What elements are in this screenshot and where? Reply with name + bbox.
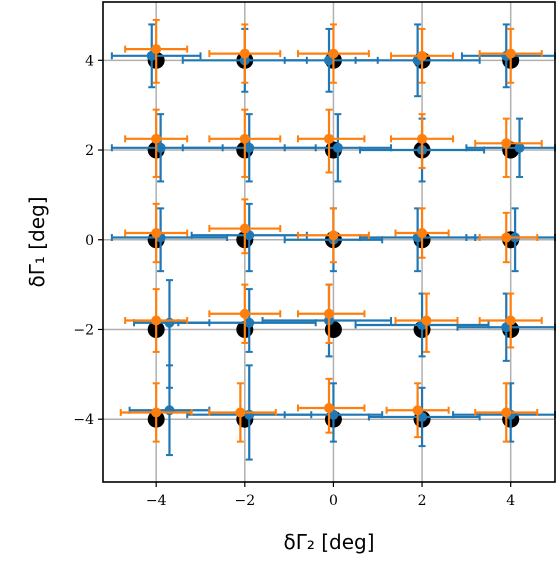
orange-errorbar [394, 207, 450, 259]
tick-layer: −4 −2 0 2 4 −4 −2 0 2 4 [73, 53, 515, 509]
orange-point [151, 44, 162, 55]
x-tick-label: 4 [506, 493, 515, 509]
orange-point [501, 407, 512, 418]
orange-errorbar [124, 288, 189, 353]
orange-point [412, 405, 423, 416]
orange-point [324, 308, 334, 319]
orange-point [239, 223, 250, 234]
y-tick-label: 2 [85, 143, 94, 159]
x-tick-label: 2 [418, 493, 427, 509]
orange-point [505, 48, 516, 59]
orange-point [417, 228, 428, 239]
orange-errorbar [478, 27, 543, 84]
plot-frame [102, 1, 556, 483]
orange-point [417, 133, 428, 144]
orange-point [151, 228, 162, 239]
orange-errorbar [390, 27, 455, 84]
orange-point [324, 133, 334, 144]
orange-errorbar [385, 382, 450, 439]
blue-point [332, 142, 343, 153]
orange-errorbar [296, 377, 366, 434]
blue-errorbar [261, 283, 393, 358]
blue-point [514, 142, 525, 153]
orange-point [501, 232, 512, 243]
orange-point [328, 48, 339, 59]
orange-point [151, 407, 162, 418]
orange-point [235, 407, 246, 418]
y-tick-label: 4 [85, 53, 94, 69]
blue-point [244, 317, 255, 328]
blue-point [244, 142, 255, 153]
blue-errorbar [354, 292, 490, 358]
orange-errorbar [124, 202, 189, 264]
blue-point [164, 317, 175, 328]
y-tick-label: 0 [85, 233, 94, 249]
blue-errorbar [128, 364, 211, 457]
y-tick-label: −2 [73, 322, 94, 338]
orange-errorbar [296, 108, 366, 174]
y-axis-label: δΓ₁ [deg] [25, 196, 49, 287]
blue-errorbar [465, 117, 556, 178]
orange-errorbar [208, 382, 277, 443]
orange-point [328, 230, 339, 241]
blue-errorbar [367, 386, 481, 448]
orange-errorbar [394, 292, 459, 353]
orange-errorbar [296, 207, 370, 264]
blue-point [244, 409, 255, 420]
orange-point [239, 48, 250, 59]
orange-errorbar [208, 23, 282, 84]
plot-layer [110, 18, 556, 461]
orange-errorbar [124, 108, 189, 178]
orange-point [151, 133, 162, 144]
orange-point [151, 315, 162, 326]
orange-point [501, 138, 512, 149]
orange-errorbar [208, 108, 282, 178]
blue-errorbar [283, 113, 393, 183]
blue-point [164, 405, 175, 416]
orange-errorbar [296, 283, 366, 344]
x-tick-label: −4 [146, 493, 167, 509]
orange-point [239, 133, 250, 144]
orange-point [324, 402, 334, 413]
x-tick-label: −2 [234, 493, 255, 509]
blue-errorbar [354, 23, 481, 98]
orange-errorbar [124, 18, 189, 84]
orange-errorbar [208, 198, 282, 255]
orange-errorbar [296, 23, 370, 84]
blue-point [155, 142, 166, 153]
orange-errorbar [119, 382, 193, 443]
orange-point [239, 308, 250, 319]
y-tick-label: −4 [73, 412, 94, 428]
orange-errorbar [478, 292, 543, 349]
blue-errorbar [456, 292, 556, 362]
blue-errorbar [283, 382, 384, 443]
orange-errorbar [478, 211, 539, 264]
x-tick-label: 0 [329, 493, 338, 509]
orange-point [505, 315, 516, 326]
orange-point [417, 50, 428, 61]
orange-errorbar [208, 283, 282, 344]
blue-errorbar [133, 279, 211, 389]
orange-errorbar [474, 382, 539, 443]
orange-errorbar [474, 117, 543, 178]
orange-point [421, 315, 432, 326]
orange-errorbar [390, 113, 455, 169]
x-axis-label: δΓ₂ [deg] [283, 530, 374, 554]
